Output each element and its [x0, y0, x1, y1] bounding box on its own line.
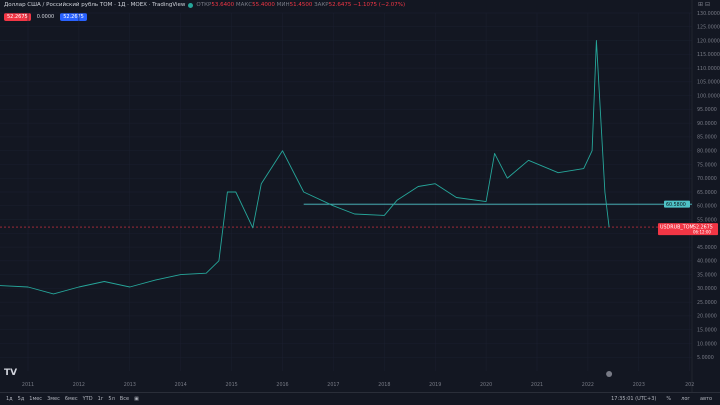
- price-tick-label: 105.0000: [697, 80, 720, 86]
- price-tick-label: 25.0000: [697, 300, 717, 306]
- time-tick-label: 2021: [531, 382, 543, 388]
- level-price-tag: [664, 200, 690, 208]
- price-tick-label: 15.0000: [697, 327, 717, 333]
- chart-grid: [0, 0, 693, 393]
- price-tick-label: 75.0000: [697, 162, 717, 168]
- bar-countdown-label: 06:12:00: [693, 230, 711, 235]
- price-tick-label: 20.0000: [697, 314, 717, 320]
- tf-3m-button[interactable]: 3мес: [47, 396, 60, 402]
- price-tick-label: 120.0000: [697, 38, 720, 44]
- ohlc-close-label: ЗАКР: [314, 2, 329, 8]
- log-scale-button[interactable]: лог: [681, 396, 691, 402]
- price-tick-label: 85.0000: [697, 135, 717, 141]
- price-tick-label: 95.0000: [697, 107, 717, 113]
- time-tick-label: 2019: [429, 382, 441, 388]
- clock-display[interactable]: 17:35:01 (UTC+3): [611, 396, 657, 402]
- tf-ytd-button[interactable]: YTD: [82, 396, 93, 402]
- price-chart[interactable]: 130.0000 125.0000 120.0000 115.0000 110.0000…: [0, 0, 720, 393]
- price-tick-label: 55.0000: [697, 217, 717, 223]
- tf-all-button[interactable]: Все: [119, 396, 130, 402]
- time-tick-label: 2018: [378, 382, 390, 388]
- ohlc-high-label: МАКС: [235, 2, 253, 8]
- price-tick-label: 5.0000: [697, 355, 714, 361]
- price-tick-label: 80.0000: [697, 148, 717, 154]
- time-tick-label: 202: [685, 382, 694, 388]
- event-marker-icon: [606, 371, 613, 377]
- price-tick-label: 40.0000: [697, 259, 717, 265]
- symbol-title[interactable]: Доллар США / Российский рубль TOM · 1Д ·…: [4, 2, 186, 8]
- time-tick-label: 2022: [582, 382, 594, 388]
- price-tick-label: 70.0000: [697, 176, 717, 182]
- current-price-label: 52.2675: [693, 225, 713, 231]
- market-status-icon: [188, 2, 194, 8]
- bottom-right-controls: 17:35:01 (UTC+3) % лог авто: [611, 396, 712, 402]
- time-tick-label: 2023: [633, 382, 645, 388]
- tf-6m-button[interactable]: 6мес: [64, 396, 78, 402]
- price-tick-label: 35.0000: [697, 272, 717, 278]
- spread-pill: 0.0000: [36, 14, 55, 20]
- time-tick-label: 2013: [124, 382, 136, 388]
- price-tick-label: 130.0000: [697, 11, 720, 17]
- calendar-icon[interactable]: ▣: [134, 396, 139, 402]
- price-tick-label: 110.0000: [697, 66, 720, 72]
- current-price-tag: [658, 223, 718, 236]
- time-axis: 2011 2012 2013 2014 2015 2016 2017 2018 2019 2020…: [22, 382, 694, 388]
- percent-scale-button[interactable]: %: [666, 396, 672, 402]
- ohlc-open-value: 53.6400: [211, 2, 235, 8]
- ohlc-high-value: 55.4000: [252, 2, 275, 8]
- bottom-toolbar: 1д 5д 1мес 3мес 6мес YTD 1г 5л Все ▣ 17:…: [0, 392, 720, 405]
- time-tick-label: 2012: [73, 382, 85, 388]
- price-tick-label: 60.0000: [697, 204, 717, 210]
- ohlc-values: ОТКР53.6400 МАКС55.4000 МИН51.4500 ЗАКР5…: [196, 2, 405, 8]
- tf-1m-button[interactable]: 1мес: [29, 396, 43, 402]
- ohlc-close-value: 52.6475 −1.1075 (−2.07%): [328, 2, 406, 8]
- price-axis: 130.0000 125.0000 120.0000 115.0000 110.0000…: [697, 11, 720, 361]
- price-pills: 52.2675 0.0000 52.2675: [4, 13, 87, 21]
- price-tick-label: 100.0000: [697, 93, 720, 99]
- price-tick-label: 125.0000: [697, 25, 720, 31]
- price-tick-label: 90.0000: [697, 121, 717, 127]
- time-tick-label: 2020: [480, 382, 492, 388]
- chart-header: Доллар США / Российский рубль TOM · 1Д ·…: [4, 2, 405, 8]
- tf-5y-button[interactable]: 5л: [108, 396, 115, 402]
- price-series-line: [0, 40, 610, 295]
- sell-price-pill[interactable]: 52.2675: [4, 13, 31, 21]
- ohlc-low-value: 51.4500: [289, 2, 313, 8]
- time-tick-label: 2014: [175, 382, 187, 388]
- price-tick-label: 30.0000: [697, 286, 717, 292]
- tf-1d-button[interactable]: 1д: [6, 396, 13, 402]
- time-tick-label: 2016: [276, 382, 288, 388]
- tf-1y-button[interactable]: 1г: [97, 396, 104, 402]
- tf-5d-button[interactable]: 5д: [17, 396, 25, 402]
- price-tick-label: 10.0000: [697, 341, 717, 347]
- time-tick-label: 2017: [327, 382, 339, 388]
- price-tick-label: 45.0000: [697, 245, 717, 251]
- time-tick-label: 2015: [225, 382, 237, 388]
- tradingview-logo: TV: [4, 368, 18, 378]
- timeframe-buttons: 1д 5д 1мес 3мес 6мес YTD 1г 5л Все ▣: [6, 396, 139, 402]
- ohlc-open-label: ОТКР: [196, 2, 212, 8]
- auto-scale-button[interactable]: авто: [700, 396, 712, 402]
- time-tick-label: 2011: [22, 382, 34, 388]
- current-symbol-label: USDRUB_TOM: [660, 225, 694, 231]
- level-price-label: 60.5800: [666, 202, 686, 208]
- ohlc-low-label: МИН: [276, 2, 290, 8]
- price-tick-label: 115.0000: [697, 52, 720, 58]
- layout-icon[interactable]: ⊞ ⊟: [698, 1, 710, 8]
- buy-price-pill[interactable]: 52.2675: [60, 13, 87, 21]
- price-tick-label: 65.0000: [697, 190, 717, 196]
